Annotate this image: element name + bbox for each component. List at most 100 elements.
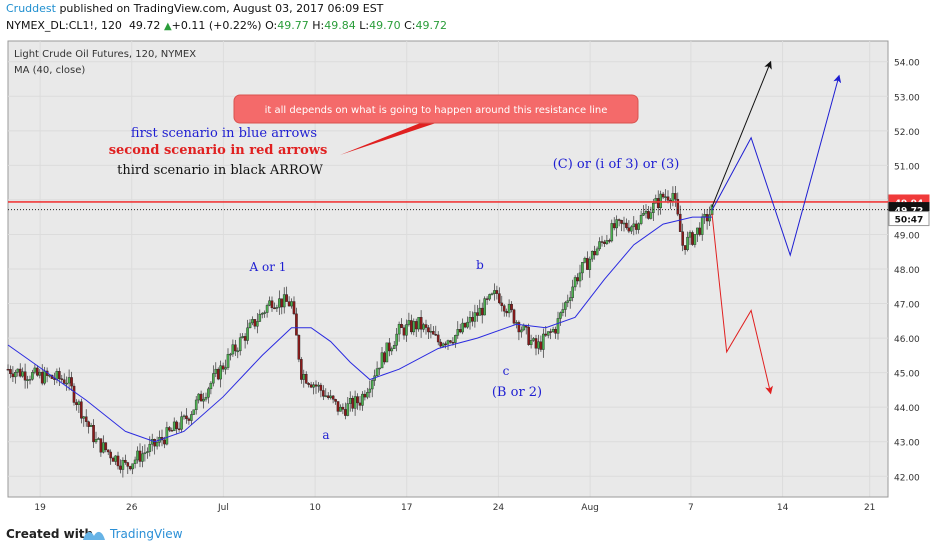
price-tick-label: 51.00 bbox=[894, 162, 920, 172]
candle-body bbox=[150, 439, 154, 445]
price-tick-label: 53.00 bbox=[894, 93, 920, 103]
candle-body bbox=[432, 330, 435, 335]
price-tick-label: 46.00 bbox=[894, 335, 920, 345]
close-label: C: bbox=[404, 19, 416, 32]
candle-body bbox=[537, 341, 540, 349]
candle-body bbox=[610, 223, 614, 242]
tradingview-brand[interactable]: TradingView bbox=[110, 527, 183, 541]
high-value: 49.84 bbox=[324, 19, 356, 32]
candle-body bbox=[627, 227, 631, 232]
candle-body bbox=[65, 382, 68, 385]
candle-body bbox=[273, 307, 276, 310]
candle-body bbox=[170, 430, 174, 432]
candle-body bbox=[358, 402, 362, 406]
candle-body bbox=[97, 438, 100, 440]
candle-body bbox=[561, 309, 565, 313]
candle-body bbox=[546, 331, 550, 336]
candle-body bbox=[190, 414, 193, 421]
candle-body bbox=[478, 307, 482, 316]
candle-body bbox=[434, 334, 438, 336]
candle-body bbox=[109, 451, 112, 459]
candle-body bbox=[427, 327, 430, 333]
candle-body bbox=[265, 305, 269, 313]
candle-body bbox=[600, 241, 604, 243]
candle-body bbox=[691, 232, 694, 245]
wave-label-b2: (B or 2) bbox=[492, 385, 542, 400]
close-value: 49.72 bbox=[415, 19, 447, 32]
candle-body bbox=[568, 297, 572, 301]
candle-body bbox=[253, 319, 257, 327]
candle-body bbox=[234, 344, 237, 352]
publish-line: Cruddest published on TradingView.com, A… bbox=[6, 2, 383, 15]
candle-body bbox=[510, 304, 513, 311]
candle-body bbox=[40, 371, 44, 384]
time-tick-label: 7 bbox=[688, 503, 694, 513]
candle-body bbox=[700, 216, 704, 235]
candle-body bbox=[75, 402, 78, 405]
candle-body bbox=[686, 236, 689, 250]
candle-body bbox=[407, 320, 411, 325]
candle-body bbox=[297, 335, 301, 360]
candle-body bbox=[671, 193, 675, 202]
candle-body bbox=[708, 214, 711, 222]
candle-body bbox=[392, 345, 396, 349]
candle-body bbox=[385, 342, 389, 363]
price-axis[interactable]: 42.00 43.00 44.00 45.00 46.00 47.00 48.00 49.00… bbox=[888, 59, 930, 484]
candle-body bbox=[405, 324, 408, 336]
candle-body bbox=[33, 367, 37, 373]
candle-body bbox=[248, 322, 252, 329]
candle-body bbox=[119, 465, 122, 470]
candle-body bbox=[495, 290, 499, 294]
price-chart[interactable]: it all depends on what is going to happe… bbox=[0, 38, 932, 518]
candle-body bbox=[622, 222, 626, 225]
time-axis[interactable]: 19 26 Jul 10 17 24 Aug 7 14 21 bbox=[8, 496, 888, 513]
candle-body bbox=[576, 277, 579, 282]
candle-body bbox=[258, 313, 262, 322]
candle-body bbox=[60, 378, 64, 380]
candle-body bbox=[549, 331, 552, 333]
wave-label-c: c bbox=[503, 364, 510, 378]
candle-body bbox=[444, 343, 447, 346]
candle-body bbox=[678, 213, 682, 232]
candle-body bbox=[263, 312, 266, 314]
candle-body bbox=[72, 385, 76, 403]
candle-body bbox=[67, 377, 71, 384]
candle-body bbox=[632, 223, 636, 228]
candle-body bbox=[586, 257, 589, 270]
candle-body bbox=[216, 368, 220, 380]
candle-body bbox=[414, 321, 418, 330]
candle-body bbox=[346, 403, 350, 416]
candle-body bbox=[451, 342, 455, 344]
wave-label-a1: A or 1 bbox=[249, 260, 287, 274]
candle-body bbox=[634, 223, 638, 230]
scenario-arrows bbox=[711, 60, 842, 395]
candle-body bbox=[55, 371, 59, 380]
candle-body bbox=[417, 317, 420, 330]
candle-body bbox=[9, 369, 12, 374]
candle-body bbox=[141, 453, 144, 462]
time-tick-label: 17 bbox=[401, 503, 412, 513]
published-text: published on TradingView.com, August 03,… bbox=[55, 2, 384, 15]
black-scenario-text: third scenario in black ARROW bbox=[117, 163, 323, 178]
candle-body bbox=[175, 421, 178, 429]
high-label: H: bbox=[312, 19, 325, 32]
symbol-label: NYMEX_DL:CL1!, 120 bbox=[6, 19, 122, 32]
candle-body bbox=[126, 462, 130, 467]
time-tick-label: 24 bbox=[493, 503, 505, 513]
low-value: 49.70 bbox=[369, 19, 401, 32]
candle-body bbox=[500, 302, 504, 306]
candle-body bbox=[322, 390, 325, 397]
candle-body bbox=[603, 241, 606, 244]
candle-body bbox=[28, 378, 32, 381]
candle-body bbox=[466, 321, 469, 328]
candle-body bbox=[238, 337, 242, 352]
candle-body bbox=[92, 425, 95, 443]
candle-body bbox=[639, 214, 643, 224]
candle-body bbox=[70, 377, 73, 387]
candle-body bbox=[439, 341, 442, 347]
author-link[interactable]: Cruddest bbox=[6, 2, 56, 15]
annotation-texts: first scenario in blue arrows second scen… bbox=[109, 126, 680, 442]
candle-body bbox=[688, 232, 692, 238]
candle-body bbox=[661, 193, 665, 198]
blue-scenario-text: first scenario in blue arrows bbox=[131, 126, 317, 141]
